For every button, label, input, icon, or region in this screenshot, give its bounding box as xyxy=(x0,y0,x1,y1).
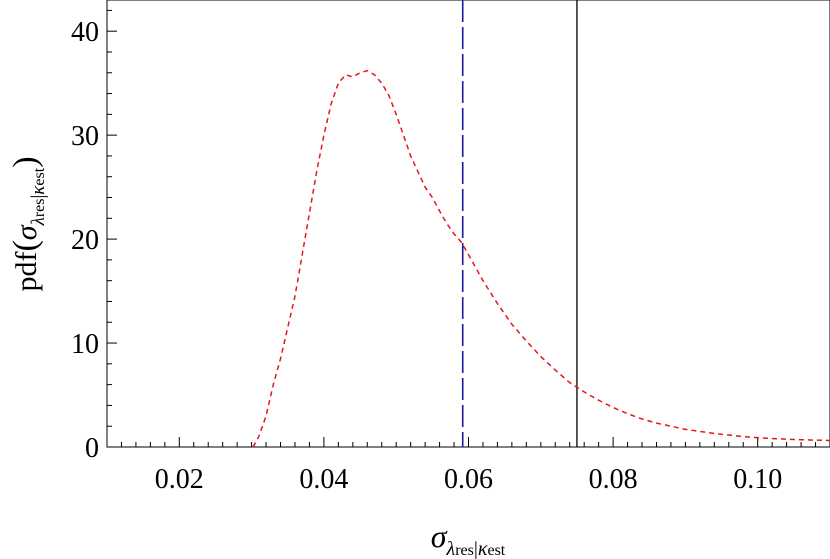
series-layer xyxy=(252,69,830,448)
x-tick-label: 0.10 xyxy=(733,464,782,495)
svg-text:pdf(σλres|κest): pdf(σλres|κest) xyxy=(7,156,49,291)
plot-frame xyxy=(106,0,830,448)
y-tick-label: 20 xyxy=(71,225,99,256)
y-axis-ticks: 0 10 20 30 40 xyxy=(71,9,117,464)
x-tick-label: 0.04 xyxy=(299,464,348,495)
reference-lines xyxy=(461,0,578,447)
x-tick-label: 0.02 xyxy=(155,464,204,495)
pdf-curve xyxy=(252,69,830,448)
x-axis-label: σλres|κest xyxy=(431,518,506,559)
y-tick-label: 10 xyxy=(71,329,99,360)
y-axis-label: pdf(σλres|κest) xyxy=(7,156,49,291)
x-axis-ticks: 0.02 0.04 0.06 0.08 0.10 xyxy=(120,437,830,495)
y-tick-label: 40 xyxy=(71,17,99,48)
svg-text:σλres|κest: σλres|κest xyxy=(431,518,506,559)
plot-area xyxy=(106,0,830,448)
y-tick-label: 30 xyxy=(71,121,99,152)
x-tick-label: 0.06 xyxy=(444,464,493,495)
x-tick-label: 0.08 xyxy=(589,464,638,495)
y-tick-label: 0 xyxy=(85,433,99,464)
